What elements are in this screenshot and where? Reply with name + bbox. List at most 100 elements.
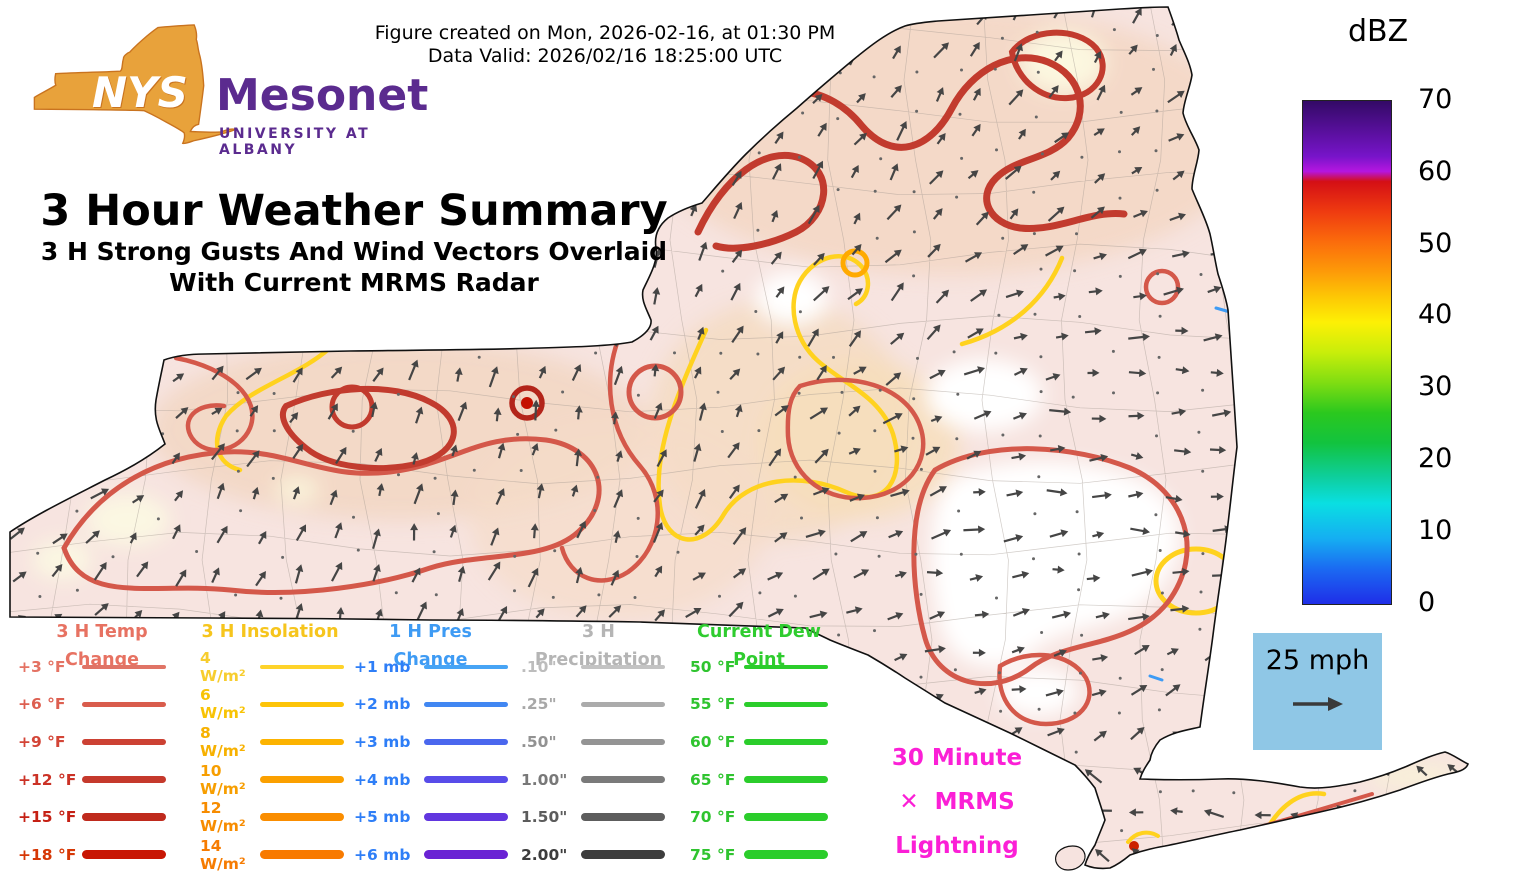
legend-row: +1 mb [354, 648, 521, 686]
legend-column-pres-change: 1 H Pres Change +1 mb +2 mb +3 mb +4 mb … [354, 618, 521, 874]
legend-value-label: +2 mb [354, 695, 411, 714]
legend-row: +15 °F [18, 798, 200, 836]
legend-value-label: +18 °F [18, 845, 77, 864]
legend-line-swatch [82, 776, 166, 783]
legend-value-label: +6 °F [18, 695, 66, 714]
legend-row: +4 mb [354, 761, 521, 799]
legend-column-precipitation: 3 H Precipitation .10" .25" .50" 1.00" 1… [521, 618, 690, 874]
created-line: Figure created on Mon, 2026-02-16, at 01… [374, 22, 836, 44]
legend-value-label: +1 mb [354, 657, 411, 676]
legend-column-header: Current Dew Point [697, 622, 821, 670]
legend-row: +3 °F [18, 648, 200, 686]
legend-line-swatch [424, 702, 508, 707]
legend-value-label: .25" [521, 695, 557, 714]
colorbar-tick: 70 [1418, 84, 1453, 115]
legend-value-label: 8 W/m² [200, 723, 246, 760]
colorbar-tick: 40 [1418, 299, 1453, 330]
radar-cell-dot [1129, 841, 1139, 851]
legend-value-label: 4 W/m² [200, 648, 246, 685]
colorbar-tick: 60 [1418, 156, 1453, 187]
legend-line-swatch [260, 702, 344, 707]
legend-value-label: .50" [521, 732, 557, 751]
legend-row: 50 °F [690, 648, 842, 686]
legend-value-label: 12 W/m² [200, 799, 246, 836]
legend-value-label: +9 °F [18, 732, 66, 751]
state-outline [9, 6, 1469, 870]
legend-row: +9 °F [18, 723, 200, 761]
legend-line-swatch [744, 813, 828, 821]
legend-line-swatch [581, 702, 665, 707]
legend-value-label: +3 °F [18, 657, 66, 676]
legend-line-swatch [82, 850, 166, 860]
legend-row: 75 °F [690, 836, 842, 874]
legend-column-header: 3 H Precipitation [534, 622, 663, 670]
legend-value-label: +6 mb [354, 845, 411, 864]
legend-line-swatch [581, 813, 665, 821]
legend-line-swatch [260, 665, 344, 669]
legend-value-label: 6 W/m² [200, 686, 246, 723]
legend-line-swatch [581, 776, 665, 783]
legend-value-label: +12 °F [18, 770, 77, 789]
legend-line-swatch [424, 850, 508, 860]
dbz-colorbar [1302, 100, 1392, 605]
legend-row: 55 °F [690, 686, 842, 724]
logo-acronym: NYS [92, 68, 188, 117]
legend-value-label: 14 W/m² [200, 836, 246, 873]
valid-line: Data Valid: 2026/02/16 18:25:00 UTC [427, 45, 783, 67]
page-subtitle-2: With Current MRMS Radar [169, 268, 539, 297]
temp-change-contours-dark [509, 385, 1139, 851]
legend-row: +6 °F [18, 686, 200, 724]
lightning-line-1: 30 Minute [891, 745, 1023, 771]
legend-row: 14 W/m² [200, 836, 354, 874]
legend-row: 8 W/m² [200, 723, 354, 761]
legend-row: +12 °F [18, 761, 200, 799]
legend-row: 12 W/m² [200, 798, 354, 836]
temp-max-core [521, 397, 533, 409]
legend-value-label: 60 °F [690, 732, 736, 751]
colorbar-tick: 0 [1418, 587, 1436, 618]
legend-row: +3 mb [354, 723, 521, 761]
legend-line-swatch [424, 665, 508, 669]
legend-line-swatch [744, 776, 828, 783]
legend-value-label: +15 °F [18, 808, 77, 827]
legend-line-swatch [744, 739, 828, 745]
legend-value-label: 1.50" [521, 808, 568, 827]
logo-affiliation: UNIVERSITY AT ALBANY [219, 126, 371, 158]
legend-line-swatch [424, 813, 508, 821]
legend-line-swatch [744, 702, 828, 707]
legend-value-label: +5 mb [354, 808, 411, 827]
legend-row: 65 °F [690, 761, 842, 799]
legend-line-swatch [424, 776, 508, 783]
legend-value-label: 65 °F [690, 770, 736, 789]
legend-line-swatch [82, 813, 166, 821]
legend-row: 6 W/m² [200, 686, 354, 724]
legend-line-swatch [260, 850, 344, 860]
legend-value-label: +4 mb [354, 770, 411, 789]
legend-column-header: 3 H Temp Change [56, 622, 148, 670]
title-block: 3 Hour Weather Summary 3 H Strong Gusts … [38, 186, 670, 298]
legend-row: 10 W/m² [200, 761, 354, 799]
page-subtitle-1: 3 H Strong Gusts And Wind Vectors Overla… [40, 237, 668, 266]
legend-value-label: 1.00" [521, 770, 568, 789]
logo-name: Mesonet [216, 70, 429, 121]
lightning-line-2: ✕ MRMS [862, 780, 1052, 824]
nys-mesonet-logo: NYS Mesonet UNIVERSITY AT ALBANY [16, 4, 428, 174]
legend-value-label: 10 W/m² [200, 761, 246, 798]
legend-value-label: .10" [521, 657, 557, 676]
legend-line-swatch [82, 665, 166, 669]
legend-row: 2.00" [521, 836, 690, 874]
colorbar-tick: 10 [1418, 515, 1453, 546]
colorbar-tick: 20 [1418, 443, 1453, 474]
colorbar-tick: 30 [1418, 371, 1453, 402]
staten-island-outline [1055, 845, 1086, 871]
legend-row: .10" [521, 648, 690, 686]
ny-state-logo-icon [33, 24, 238, 145]
legend-line-swatch [424, 739, 508, 745]
legend-row: 4 W/m² [200, 648, 354, 686]
figure-timestamps: Figure created on Mon, 2026-02-16, at 01… [335, 22, 875, 68]
insolation-contours [214, 139, 1327, 844]
legend-line-swatch [82, 739, 166, 745]
legend-value-label: +3 mb [354, 732, 411, 751]
lightning-legend: 30 Minute ✕ MRMS Lightning [862, 736, 1052, 868]
